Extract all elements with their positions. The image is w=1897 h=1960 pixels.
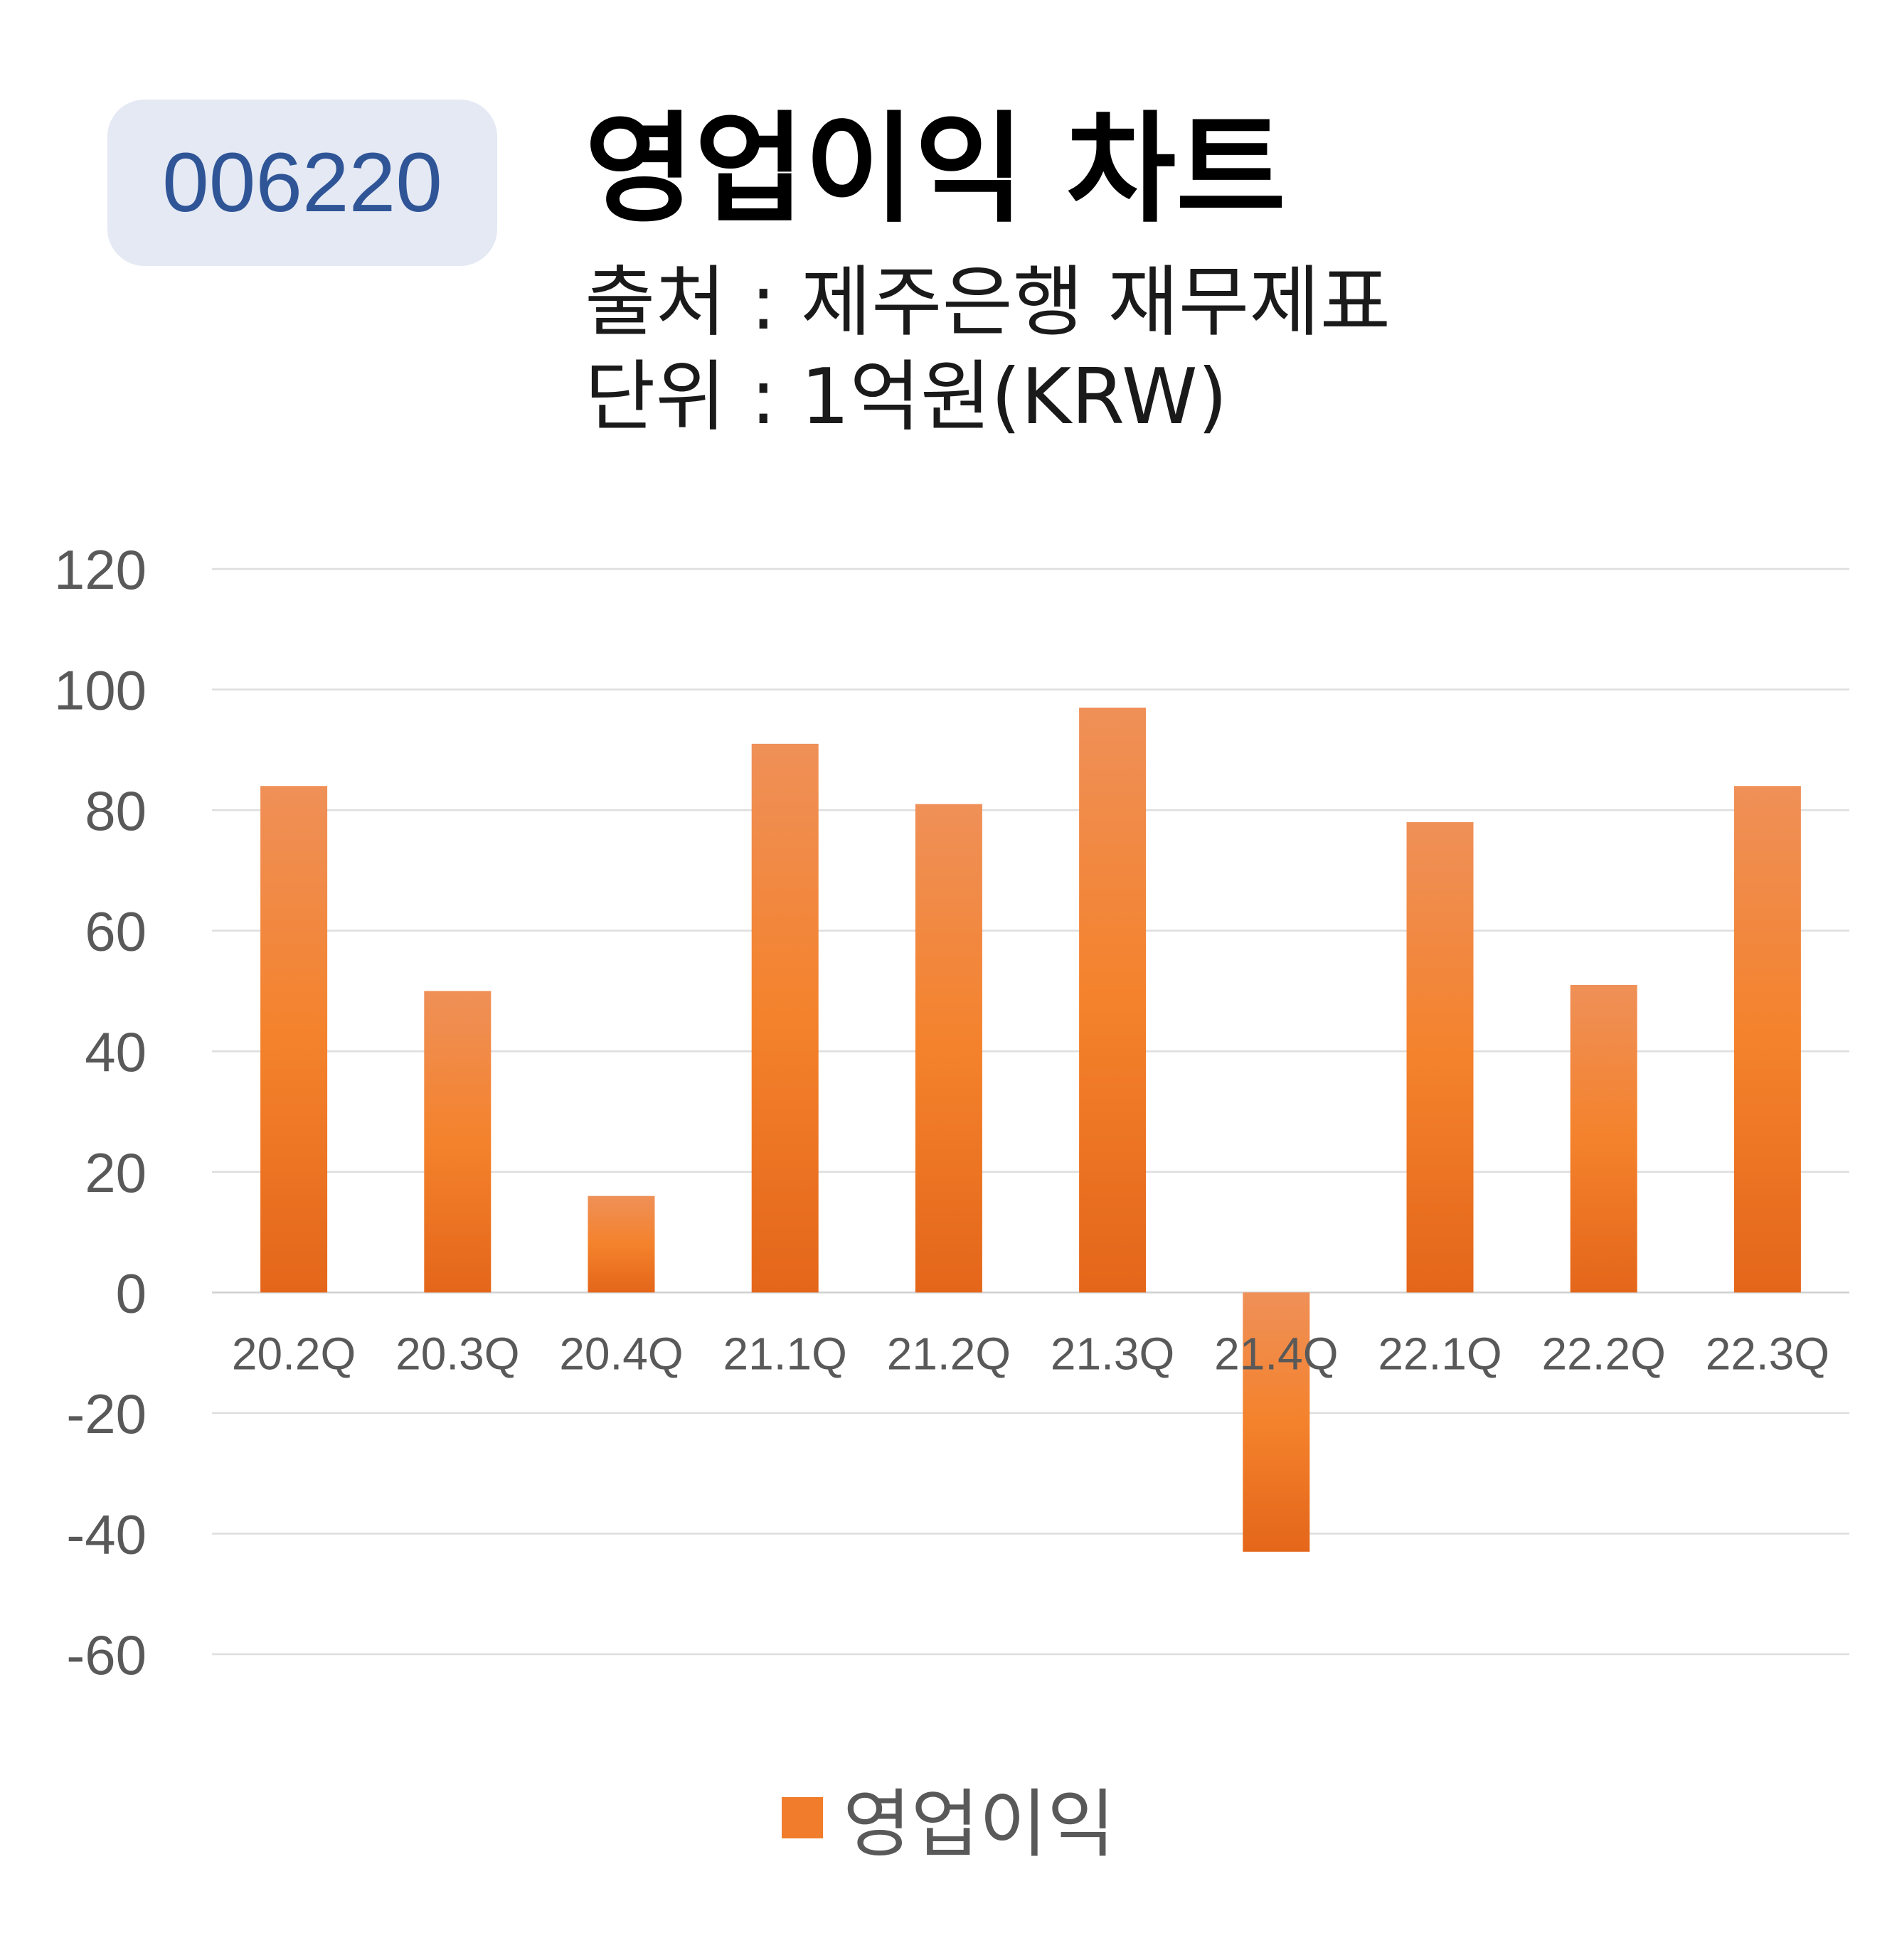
x-tick-label: 22.1Q [1378, 1328, 1502, 1379]
y-tick-label: -20 [66, 1383, 147, 1445]
x-tick-label: 22.3Q [1706, 1328, 1829, 1379]
unit-line: 단위 : 1억원(KRW) [585, 353, 1228, 442]
bar-22.1Q [1406, 822, 1474, 1293]
legend-swatch [782, 1796, 824, 1838]
y-tick-label: 100 [54, 659, 147, 722]
bar-20.4Q [588, 1195, 655, 1293]
y-tick-label: 60 [85, 900, 147, 963]
bar-20.2Q [260, 786, 328, 1293]
bar-21.4Q [1243, 1292, 1310, 1552]
y-tick-label: -60 [66, 1624, 147, 1686]
bar-20.3Q [424, 991, 491, 1293]
x-tick-label: 20.3Q [395, 1328, 519, 1379]
bar-21.2Q [915, 804, 982, 1293]
x-tick-label: 22.2Q [1542, 1328, 1666, 1379]
y-tick-label: 40 [85, 1021, 147, 1083]
bar-22.2Q [1570, 984, 1637, 1293]
x-tick-label: 21.4Q [1214, 1328, 1338, 1379]
x-tick-label: 21.2Q [887, 1328, 1011, 1379]
y-tick-label: 80 [85, 779, 147, 842]
y-tick-label: 20 [85, 1141, 147, 1204]
y-axis-ticks: 120 100 80 60 40 20 0 -20 -40 -60 [54, 538, 147, 1686]
x-tick-label: 21.1Q [723, 1328, 847, 1379]
stock-code: 006220 [162, 136, 442, 230]
bar-21.1Q [751, 743, 819, 1293]
y-tick-label: 0 [116, 1262, 147, 1324]
y-tick-label: 120 [54, 538, 147, 601]
x-tick-label: 21.3Q [1051, 1328, 1174, 1379]
legend: 영업이익 [0, 1764, 1897, 1871]
x-tick-label: 20.4Q [559, 1328, 683, 1379]
source-line: 출처 : 제주은행 재무제표 [585, 258, 1391, 347]
chart-title: 영업이익 차트 [585, 100, 1286, 239]
legend-label: 영업이익 [843, 1781, 1115, 1868]
y-tick-label: -40 [66, 1503, 147, 1565]
bar-22.3Q [1733, 786, 1801, 1293]
x-axis-ticks: 20.2Q 20.3Q 20.4Q 21.1Q 21.2Q 21.3Q 21.4Q 22.1Q… [232, 1328, 1829, 1379]
bar-21.3Q [1079, 707, 1147, 1293]
stock-code-badge: 006220 [107, 100, 497, 266]
bars [260, 707, 1801, 1552]
x-tick-label: 20.2Q [232, 1328, 356, 1379]
